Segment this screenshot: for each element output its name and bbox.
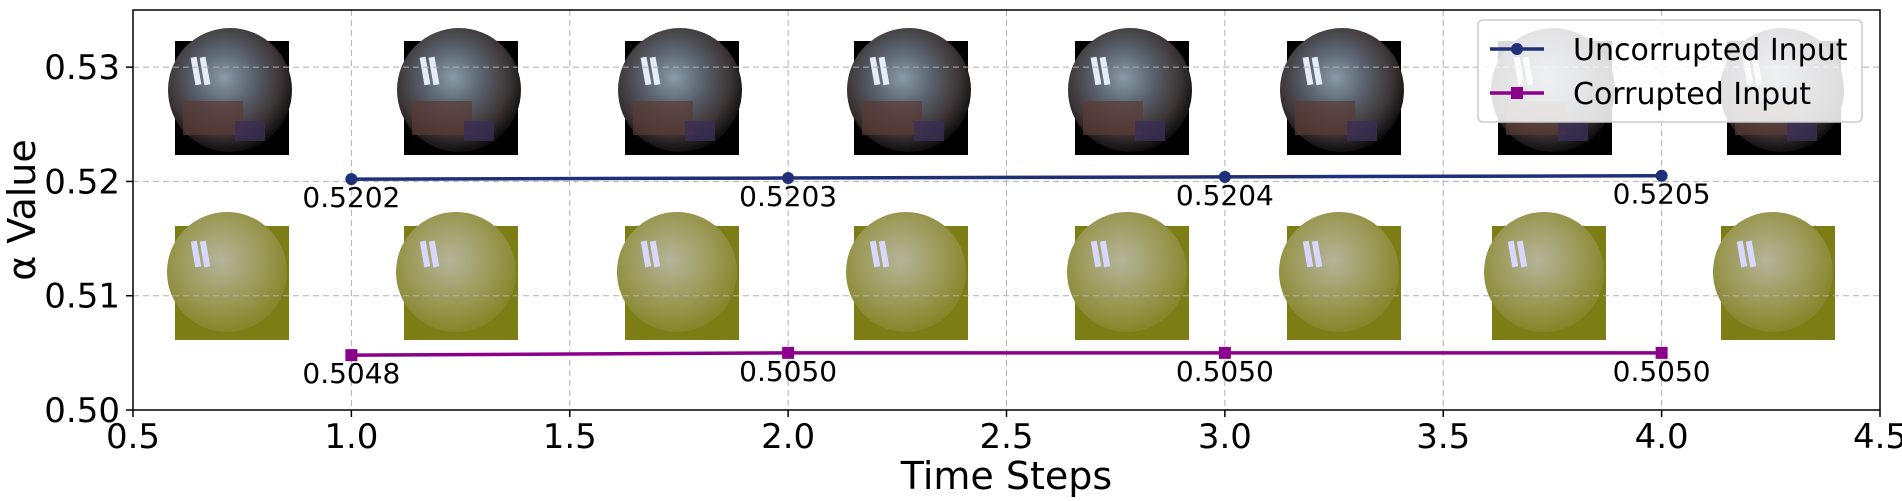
legend-entry: Corrupted Input	[1490, 77, 1811, 112]
series-point	[1655, 169, 1668, 182]
legend-label: Uncorrupted Input	[1573, 33, 1848, 68]
thumbnail-uncorrupted	[168, 28, 292, 155]
series-line	[351, 351, 1662, 357]
series-line	[351, 173, 1662, 181]
series-group	[345, 169, 1668, 362]
x-tick-label: 4.0	[1635, 417, 1689, 457]
thumbnail-corrupted	[846, 212, 968, 340]
thumbnail-corrupted	[1067, 212, 1189, 340]
data-label: 0.5050	[1613, 355, 1711, 388]
thumbnail-corrupted	[617, 212, 739, 340]
x-tick-label: 4.5	[1853, 417, 1902, 457]
x-axis-title: Time Steps	[900, 454, 1112, 498]
x-tick-label: 2.0	[761, 417, 815, 457]
data-label: 0.5202	[302, 181, 400, 214]
thumbnail-corrupted	[1279, 212, 1401, 340]
data-label: 0.5048	[302, 357, 400, 390]
series-point	[782, 172, 795, 184]
y-tick-label: 0.53	[44, 48, 120, 88]
series-point	[1655, 346, 1668, 359]
thumbnail-corrupted	[1713, 212, 1835, 340]
thumbnail-corrupted	[167, 212, 289, 340]
y-tick-label: 0.50	[44, 391, 120, 431]
y-tick-label: 0.52	[44, 162, 120, 202]
data-label: 0.5205	[1613, 178, 1711, 211]
thumbnail-corrupted	[1484, 212, 1606, 340]
legend-marker	[1511, 87, 1523, 99]
axis-ticks: 0.5 1.0 1.5 2.0 2.5 3.0 3.5 4.0 4.50.500.510.520…	[44, 48, 1902, 457]
x-tick-label: 1.5	[543, 417, 597, 457]
x-tick-label: 0.5	[106, 417, 160, 457]
y-axis-title: α Value	[0, 139, 44, 280]
thumbnail-uncorrupted	[618, 28, 742, 155]
series-point	[1218, 346, 1231, 359]
legend-entry: Uncorrupted Input	[1490, 33, 1848, 68]
legend-label: Corrupted Input	[1573, 77, 1811, 112]
x-tick-label: 2.5	[979, 417, 1033, 457]
thumbnail-uncorrupted	[1280, 28, 1404, 155]
data-labels: 0.5202 0.5203 0.5204 0.5205 0.5048 0.5050 0.50…	[302, 178, 1710, 390]
y-tick-label: 0.51	[44, 277, 120, 317]
series-point	[782, 346, 795, 359]
series-point	[1218, 170, 1231, 183]
series-point	[345, 173, 358, 186]
legend: Uncorrupted Input Corrupted Input	[1477, 19, 1863, 123]
data-label: 0.5050	[1176, 355, 1274, 388]
data-label: 0.5050	[739, 355, 837, 388]
grid-lines	[133, 10, 1880, 410]
thumbnail-uncorrupted	[847, 28, 971, 155]
data-label: 0.5204	[1176, 179, 1274, 212]
thumbnail-row-corrupted	[167, 212, 1835, 340]
legend-marker	[1511, 43, 1523, 55]
x-tick-label: 3.5	[1416, 417, 1470, 457]
series-point	[345, 349, 358, 362]
legend-box	[1477, 19, 1863, 123]
thumbnail-corrupted	[396, 212, 518, 340]
x-tick-label: 3.0	[1198, 417, 1252, 457]
x-tick-label: 1.0	[324, 417, 378, 457]
thumbnail-uncorrupted	[1068, 28, 1192, 155]
data-label: 0.5203	[739, 180, 837, 213]
thumbnail-uncorrupted	[397, 28, 521, 155]
